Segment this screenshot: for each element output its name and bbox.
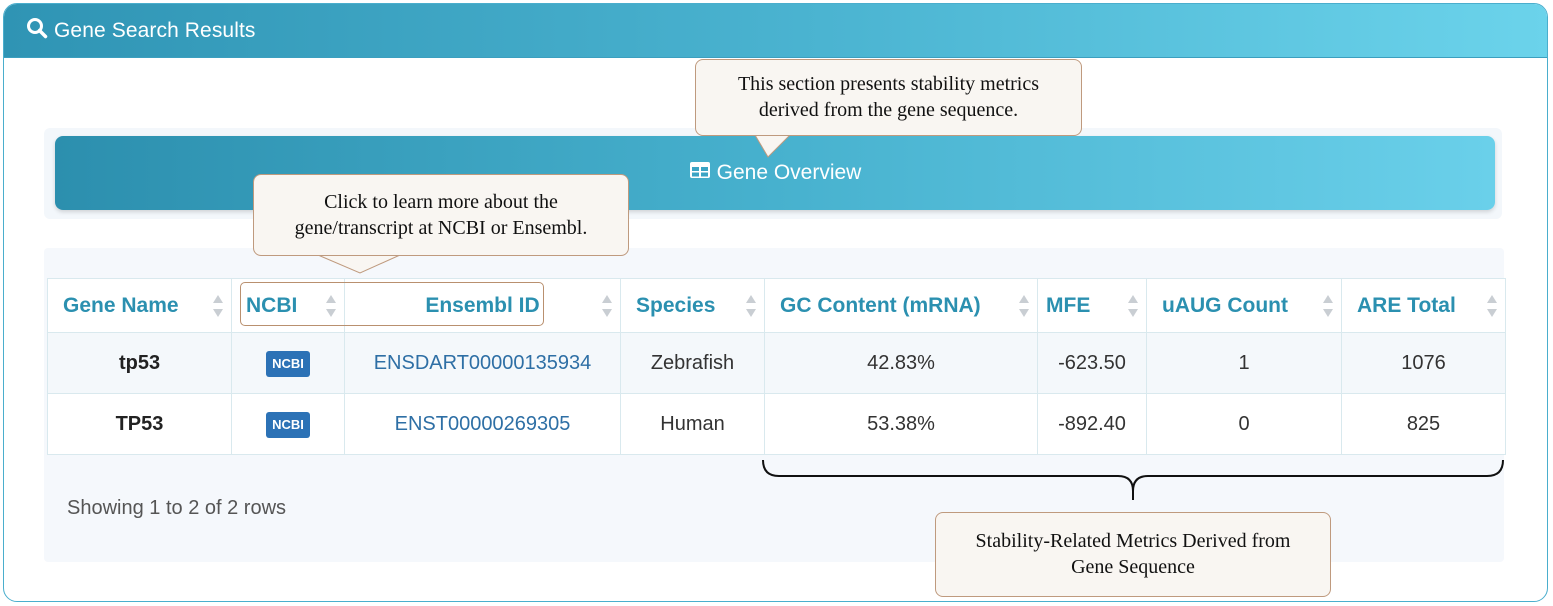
column-header-species[interactable]: Species	[620, 278, 765, 333]
gene-overview-label: Gene Overview	[716, 161, 862, 184]
link-callout: Click to learn more about the gene/trans…	[253, 174, 629, 256]
gc-content-cell: 53.38%	[764, 393, 1038, 455]
mfe-cell: -892.40	[1037, 393, 1147, 455]
sort-icon[interactable]	[1323, 295, 1333, 317]
panel-title: Gene Search Results	[54, 18, 256, 42]
table-row: TP53 NCBI ENST00000269305 Human 53.38% -…	[47, 393, 1506, 455]
uaug-count-cell: 0	[1146, 393, 1342, 455]
ncbi-cell: NCBI	[231, 393, 345, 455]
sort-icon[interactable]	[746, 295, 756, 317]
ensembl-link[interactable]: ENSDART00000135934	[344, 332, 621, 394]
overview-callout: This section presents stability metrics …	[695, 59, 1082, 136]
uaug-count-cell: 1	[1146, 332, 1342, 394]
column-header-are-total[interactable]: ARE Total	[1341, 278, 1506, 333]
ncbi-cell: NCBI	[231, 332, 345, 394]
column-header-ncbi[interactable]: NCBI	[231, 278, 345, 333]
ensembl-link[interactable]: ENST00000269305	[344, 393, 621, 455]
species-cell: Human	[620, 393, 765, 455]
sort-icon[interactable]	[1487, 295, 1497, 317]
column-header-gc-content[interactable]: GC Content (mRNA)	[764, 278, 1038, 333]
ncbi-link-badge[interactable]: NCBI	[266, 412, 310, 438]
gc-content-cell: 42.83%	[764, 332, 1038, 394]
table-icon	[689, 161, 711, 185]
species-cell: Zebrafish	[620, 332, 765, 394]
are-total-cell: 825	[1341, 393, 1506, 455]
sort-icon[interactable]	[1019, 295, 1029, 317]
ncbi-ensembl-header-highlight	[240, 282, 544, 326]
ncbi-link-badge[interactable]: NCBI	[266, 351, 310, 377]
table-row: tp53 NCBI ENSDART00000135934 Zebrafish 4…	[47, 332, 1506, 394]
column-header-gene-name[interactable]: Gene Name	[47, 278, 232, 333]
column-header-ensembl-id[interactable]: Ensembl ID	[344, 278, 621, 333]
sort-icon[interactable]	[213, 295, 223, 317]
column-header-uaug-count[interactable]: uAUG Count	[1146, 278, 1342, 333]
gene-name-cell: tp53	[47, 332, 232, 394]
panel-header: Gene Search Results	[4, 4, 1547, 58]
metrics-callout: Stability-Related Metrics Derived from G…	[935, 512, 1331, 597]
mfe-cell: -623.50	[1037, 332, 1147, 394]
sort-icon[interactable]	[326, 295, 336, 317]
pagination-info: Showing 1 to 2 of 2 rows	[67, 497, 287, 519]
search-icon	[26, 17, 48, 44]
gene-name-cell: TP53	[47, 393, 232, 455]
gene-results-table: Gene Name NCBI Ensembl ID Species GC Con…	[47, 278, 1506, 455]
column-header-mfe[interactable]: MFE	[1037, 278, 1147, 333]
are-total-cell: 1076	[1341, 332, 1506, 394]
table-header-row: Gene Name NCBI Ensembl ID Species GC Con…	[47, 278, 1506, 333]
sort-icon[interactable]	[1128, 295, 1138, 317]
sort-icon[interactable]	[602, 295, 612, 317]
